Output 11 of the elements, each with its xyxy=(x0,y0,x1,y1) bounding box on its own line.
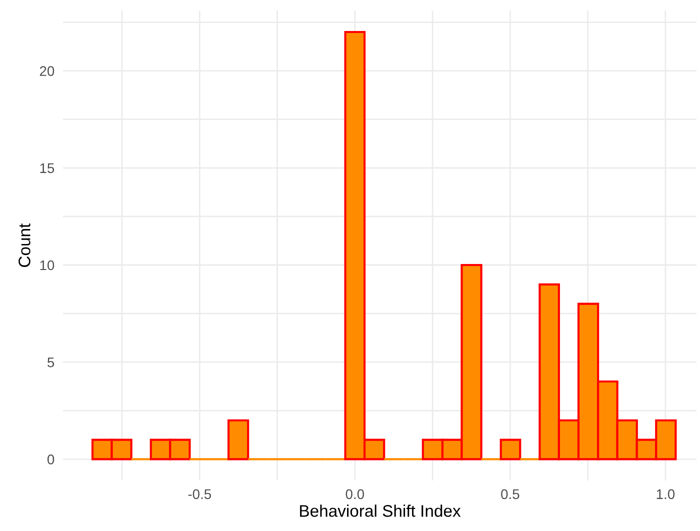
y-tick-label: 10 xyxy=(40,260,54,270)
x-tick-label: 0.0 xyxy=(346,489,364,500)
x-tick-label: 1.0 xyxy=(656,489,675,500)
x-axis-title: Behavioral Shift Index xyxy=(300,504,461,517)
y-tick-label: 5 xyxy=(48,358,54,368)
y-axis-title: Count xyxy=(18,223,30,267)
y-tick-label: 20 xyxy=(40,66,54,76)
y-tick-label: 15 xyxy=(40,163,54,174)
x-tick-label: 0.5 xyxy=(501,489,520,500)
x-tick-label: -0.5 xyxy=(188,489,212,500)
y-tick-label: 0 xyxy=(47,454,54,464)
